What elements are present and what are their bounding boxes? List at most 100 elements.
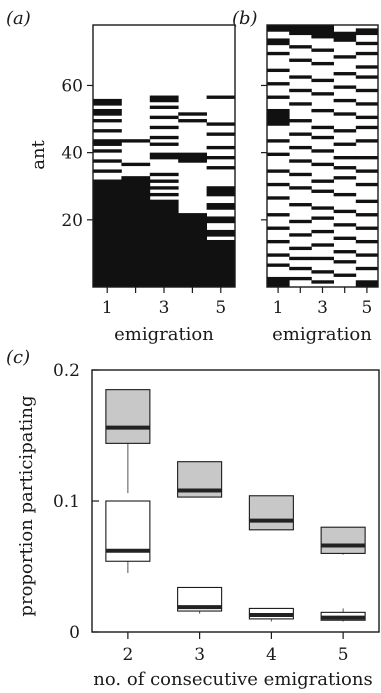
y-tick-label-60: 60 [61,76,83,96]
box-iqr [105,389,151,444]
panel-a-label: (a) [6,8,31,29]
box-series2-cat-4 [248,607,294,622]
heatmap-cell-col5-run4 [355,239,379,244]
heatmap-cell-col1-run9 [93,98,122,106]
heatmap-cell-col5-run20 [355,28,379,36]
heatmap-cell-col3-run11 [311,149,334,153]
heatmap-cell-col1-run1 [93,179,122,287]
heatmap-cell-col3-run14 [311,108,334,113]
heatmap-cell-col5-run4 [206,203,236,210]
heatmap-cell-col2-run16 [289,75,312,79]
heatmap-cell-col3-run11 [149,105,179,109]
panel-b-y-ticks [261,84,267,221]
heatmap-cell-col1-run6 [267,213,290,217]
y-tick-label-0.1: 0.1 [53,492,80,512]
panel-a-heatmap [93,95,236,287]
panel-b-x-axis-label: emigration [272,324,372,345]
heatmap-cell-col5-run5 [206,186,236,197]
heatmap-cell-col1-run2 [93,169,122,173]
panel-b: (b) 1 3 5 emigration [232,8,379,345]
heatmap-cell-col4-run3 [333,250,357,254]
heatmap-cell-col1-run5 [93,139,122,146]
box-iqr [320,526,366,554]
heatmap-cell-col5-run9 [355,169,379,173]
panel-c-boxes [105,389,366,622]
heatmap-cell-col2-run3 [121,139,151,143]
heatmap-cell-col2-run11 [289,145,312,150]
heatmap-cell-col5-run15 [355,88,379,93]
heatmap-cell-col4-run2 [333,260,357,264]
heatmap-cell-col2-run17 [289,58,312,62]
heatmap-cell-col2-run9 [289,172,312,177]
heatmap-cell-col3-run9 [311,179,334,183]
box-series2-cat-2 [105,500,151,574]
heatmap-cell-col4-run15 [333,85,357,89]
heatmap-cell-col3-run4 [149,179,179,183]
heatmap-cell-col4-run4 [333,236,357,240]
heatmap-cell-col5-run2 [355,266,379,271]
heatmap-cell-col2-run2 [121,162,151,167]
heatmap-cell-col5-run7 [206,156,236,160]
heatmap-cell-col2-run6 [289,219,312,224]
heatmap-cell-col2-run15 [289,88,312,93]
heatmap-cell-col5-run14 [355,102,379,106]
heatmap-cell-col4-run1 [178,213,207,287]
heatmap-cell-col1-run15 [267,68,290,73]
heatmap-cell-col5-run1 [206,239,236,287]
panel-a-x-ticks: 1 3 5 [102,287,226,318]
heatmap-cell-col3-run7 [149,142,179,146]
heatmap-cell-col1-run5 [267,226,290,230]
heatmap-cell-col5-run19 [355,41,379,46]
x-tick-label-3: 3 [194,645,205,665]
x-tick-label-1: 1 [102,298,113,318]
heatmap-cell-col5-run5 [355,226,379,230]
heatmap-cell-col3-run8 [311,189,334,193]
heatmap-cell-col3-run19 [311,25,334,39]
heatmap-cell-col4-run18 [333,31,357,42]
heatmap-cell-col3-run15 [311,92,334,96]
x-tick-label-5: 5 [361,298,372,318]
heatmap-cell-col1-run6 [93,129,122,133]
heatmap-cell-col2-run12 [289,132,312,136]
heatmap-cell-col4-run8 [333,176,357,180]
box-series2-cat-5 [320,608,366,622]
heatmap-cell-col2-run7 [289,203,312,207]
heatmap-cell-col2-run3 [289,256,312,261]
heatmap-cell-col1-run17 [267,38,290,46]
heatmap-cell-col3-run4 [311,243,334,247]
heatmap-cell-col2-run1 [121,176,151,287]
heatmap-cell-col1-run18 [267,25,290,32]
heatmap-cell-col3-run10 [311,162,334,167]
heatmap-cell-col4-run1 [333,273,357,277]
heatmap-cell-col1-run11 [267,139,290,143]
heatmap-cell-col1-run3 [93,159,122,163]
x-tick-label-4: 4 [266,645,277,665]
y-tick-label-0: 0 [69,623,80,643]
x-tick-label-1: 1 [273,298,284,318]
panel-c-y-ticks: 0 0.1 0.2 [53,361,99,643]
heatmap-cell-col5-run3 [355,253,379,257]
heatmap-cell-col4-run14 [333,98,357,103]
y-tick-label-40: 40 [61,144,83,164]
box-iqr [248,495,294,531]
heatmap-cell-col5-run2 [206,229,236,237]
heatmap-cell-col3-run3 [149,186,179,190]
heatmap-cell-col1-run13 [267,95,290,99]
heatmap-cell-col3-run12 [311,135,334,140]
heatmap-cell-col5-run12 [355,125,379,130]
panel-c: (c) proportion participating 0 0.1 0.2 2 3 4… [6,347,380,690]
heatmap-cell-col3-run17 [311,61,334,66]
heatmap-cell-col2-run8 [289,186,312,190]
box-series1-cat-5 [320,526,366,555]
panel-a: (a) ant 20 40 60 1 3 5 emigration [6,8,236,345]
heatmap-cell-col1-run7 [93,119,122,123]
heatmap-cell-col2-run18 [289,45,312,49]
box-series1-cat-2 [105,389,151,494]
panel-b-label: (b) [232,8,258,29]
heatmap-cell-col3-run6 [311,216,334,220]
heatmap-cell-col2-run4 [289,246,312,251]
panel-a-y-ticks: 20 40 60 [61,76,93,231]
x-tick-label-3: 3 [159,298,170,318]
heatmap-cell-col4-run16 [333,72,357,76]
